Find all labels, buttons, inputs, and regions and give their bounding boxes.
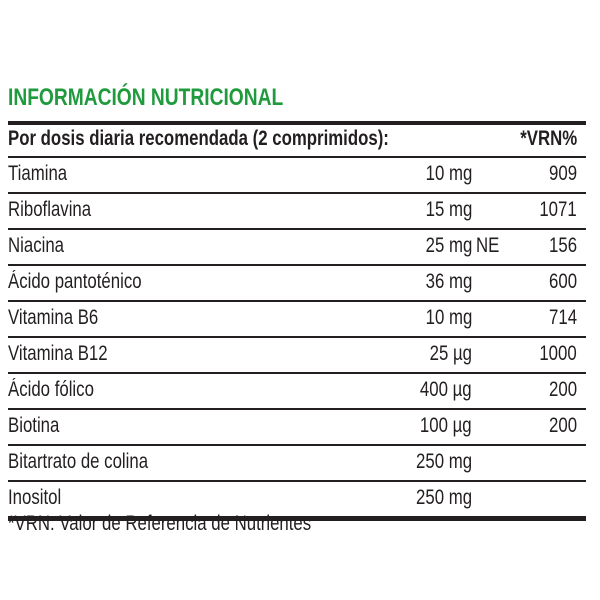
nutrient-vrn: 1000: [539, 342, 577, 365]
table-row: Riboflavina 15 mg 1071: [8, 194, 586, 230]
nutrient-amount: 25 µg: [429, 342, 472, 365]
table-row: Vitamina B6 10 mg 714: [8, 302, 586, 338]
nutrient-name: Ácido pantoténico: [8, 270, 142, 293]
nutrient-amount: 25 mg: [425, 234, 472, 257]
table-row: Biotina 100 µg 200: [8, 410, 586, 446]
table-row: Inositol 250 mg: [8, 482, 586, 516]
nutrient-name: Tiamina: [8, 162, 68, 185]
nutrient-name: Niacina: [8, 234, 65, 257]
nutrient-vrn: 156: [548, 234, 577, 257]
nutrient-vrn: 200: [548, 378, 577, 401]
nutrient-name: Bitartrato de colina: [8, 450, 149, 473]
table-row: Ácido pantoténico 36 mg 600: [8, 266, 586, 302]
header-vrn: *VRN%: [520, 127, 577, 150]
nutrient-amount: 10 mg: [425, 162, 472, 185]
nutrient-amount: 400 µg: [420, 378, 472, 401]
nutrient-name: Inositol: [8, 486, 62, 509]
nutrient-name: Riboflavina: [8, 198, 92, 221]
table-row: Vitamina B12 25 µg 1000: [8, 338, 586, 374]
nutrient-vrn: 600: [548, 270, 577, 293]
nutrient-name: Biotina: [8, 414, 60, 437]
table-row: Ácido fólico 400 µg 200: [8, 374, 586, 410]
nutrient-amount: 250 mg: [415, 486, 472, 509]
nutrient-amount: 36 mg: [425, 270, 472, 293]
nutrient-vrn: 909: [548, 162, 577, 185]
table-row: Niacina 25 mg NE 156: [8, 230, 586, 266]
nutrient-vrn: 714: [548, 306, 577, 329]
header-label: Por dosis diaria recomendada (2 comprimi…: [8, 127, 389, 150]
table-row: Bitartrato de colina 250 mg: [8, 446, 586, 482]
nutrient-vrn: 1071: [539, 198, 577, 221]
nutrient-amount: 250 mg: [415, 450, 472, 473]
nutrient-amount: 100 µg: [420, 414, 472, 437]
page-title: INFORMACIÓN NUTRICIONAL: [8, 84, 284, 111]
nutrition-table: Por dosis diaria recomendada (2 comprimi…: [8, 121, 586, 521]
nutrient-vrn: 200: [548, 414, 577, 437]
nutrient-note: NE: [476, 234, 500, 257]
nutrient-name: Vitamina B6: [8, 306, 99, 329]
nutrient-name: Ácido fólico: [8, 378, 94, 401]
footnote: *VRN: Valor de Referencia de Nutrientes: [8, 512, 312, 535]
nutrient-amount: 10 mg: [425, 306, 472, 329]
table-row: Tiamina 10 mg 909: [8, 158, 586, 194]
nutrient-amount: 15 mg: [425, 198, 472, 221]
nutrient-name: Vitamina B12: [8, 342, 108, 365]
table-header: Por dosis diaria recomendada (2 comprimi…: [8, 125, 586, 158]
